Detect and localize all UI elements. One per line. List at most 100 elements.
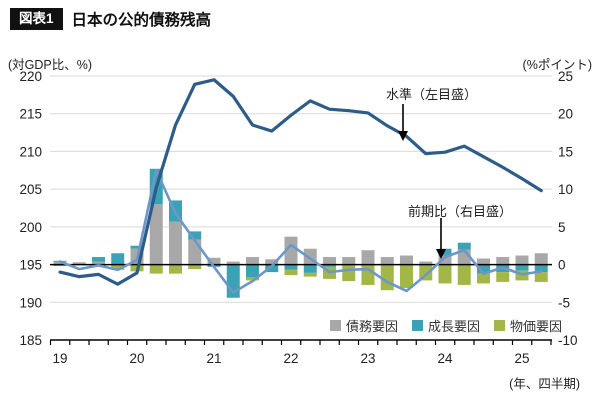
growth-swatch-icon	[411, 320, 423, 331]
qoq-line	[58, 168, 543, 294]
bar-segment	[477, 264, 490, 274]
bar-segment	[342, 257, 356, 265]
right-axis-tick-label: 5	[558, 220, 566, 235]
bar-segment	[380, 257, 394, 265]
left-axis-unit-label: (対GDP比、%)	[8, 58, 93, 72]
bar-segment	[111, 264, 125, 270]
annotation-arrows	[398, 104, 446, 259]
level-annotation-arrowhead	[398, 131, 408, 141]
bar-segment	[246, 277, 259, 281]
legend: 債務要因 成長要因 物価要因	[329, 316, 562, 335]
bar-segment	[323, 257, 336, 265]
annotation-qoq-line: 前期比（右目盛）	[408, 204, 513, 219]
right-axis-tick-label: 20	[558, 107, 573, 122]
chart-header: 図表1 日本の公的債務残高	[10, 8, 212, 31]
bar-segment	[534, 253, 548, 265]
legend-label-growth: 成長要因	[427, 319, 480, 334]
price-swatch-icon	[493, 320, 505, 331]
bar-segment	[246, 264, 259, 278]
bar-segment	[438, 255, 452, 265]
legend-item-debt: 債務要因	[329, 316, 398, 335]
left-axis-tick-label: 190	[19, 295, 42, 310]
right-axis-tick-label: 10	[558, 182, 573, 197]
bar-segment	[342, 264, 356, 282]
x-axis-year-label: 21	[206, 351, 221, 366]
bar-segment	[496, 272, 510, 282]
bar-segment	[265, 264, 279, 273]
left-axis-tick-label: 205	[19, 182, 42, 197]
bar-segment	[438, 264, 452, 284]
bar-segment	[284, 236, 298, 265]
x-axis-year-label: 19	[52, 351, 67, 366]
bar-segment	[92, 257, 105, 262]
bar-segment	[323, 264, 336, 267]
annotation-level-line: 水準（左目盛）	[386, 87, 478, 102]
left-axis-tick-label: 220	[19, 69, 42, 84]
bar-segment	[111, 253, 125, 265]
bar-segment	[400, 255, 413, 265]
bar-segment	[284, 269, 298, 276]
bar-segment	[207, 257, 221, 265]
right-axis-tick-label: 15	[558, 144, 573, 159]
right-axis-tick-label: -10	[558, 333, 578, 348]
bar-segment	[169, 221, 182, 265]
debt-swatch-icon	[329, 320, 341, 331]
right-axis-tick-label: 0	[558, 258, 566, 273]
bar-segment	[284, 264, 298, 270]
bar-segment	[226, 261, 240, 265]
bar-segment	[534, 264, 548, 273]
bar-segment	[188, 264, 202, 270]
legend-item-growth: 成長要因	[411, 316, 480, 335]
left-axis-tick-label: 200	[19, 220, 42, 235]
left-axis-tick-label: 195	[19, 258, 42, 273]
right-axis-tick-label: 25	[558, 69, 573, 84]
legend-label-debt: 債務要因	[345, 319, 398, 334]
bar-segment	[457, 242, 471, 250]
bar-segment	[534, 272, 548, 282]
x-axis-note: (年、四半期)	[509, 377, 580, 391]
qoq-annotation-arrowhead	[436, 249, 446, 259]
page-title: 日本の公的債務残高	[71, 12, 212, 30]
bar-segment	[303, 264, 317, 273]
bar-segment	[515, 255, 529, 265]
bar-segment	[477, 273, 490, 284]
left-axis-tick-label: 185	[19, 333, 42, 348]
right-axis-tick-label: -5	[558, 295, 570, 310]
legend-item-price: 物価要因	[493, 316, 562, 335]
bar-segment	[515, 264, 529, 271]
x-axis-year-label: 25	[514, 351, 529, 366]
x-axis-year-label: 24	[437, 351, 453, 366]
bar-segment	[361, 264, 375, 285]
x-axis-year-label: 23	[360, 351, 375, 366]
bar-segment	[92, 261, 105, 265]
bar-segment	[419, 261, 433, 265]
bar-segment	[496, 257, 510, 265]
x-axis-year-label: 20	[129, 351, 144, 366]
bar-segment	[169, 264, 182, 274]
bar-segment	[457, 264, 471, 285]
legend-label-price: 物価要因	[509, 319, 562, 334]
bar-segment	[149, 264, 163, 274]
bar-segment	[438, 248, 452, 256]
bar-segment	[246, 257, 259, 265]
bar-segment	[400, 264, 413, 288]
bar-segment	[53, 264, 67, 267]
bar-segment	[72, 262, 86, 265]
level-line	[58, 78, 543, 286]
figure-badge: 図表1	[10, 8, 63, 31]
bar-segment	[188, 231, 202, 240]
bar-segment	[188, 239, 202, 265]
bar-segment	[303, 272, 317, 277]
bar-segment	[361, 250, 375, 265]
x-axis-year-label: 22	[283, 351, 298, 366]
bar-segment	[265, 259, 279, 265]
bar-segment	[149, 204, 163, 265]
bar-segment	[130, 245, 144, 249]
bar-segment	[477, 258, 490, 265]
bar-segment	[53, 261, 67, 265]
left-axis-tick-label: 210	[19, 144, 42, 159]
left-axis-tick-label: 215	[19, 107, 42, 122]
right-axis-unit-label: (%ポイント)	[522, 58, 592, 72]
